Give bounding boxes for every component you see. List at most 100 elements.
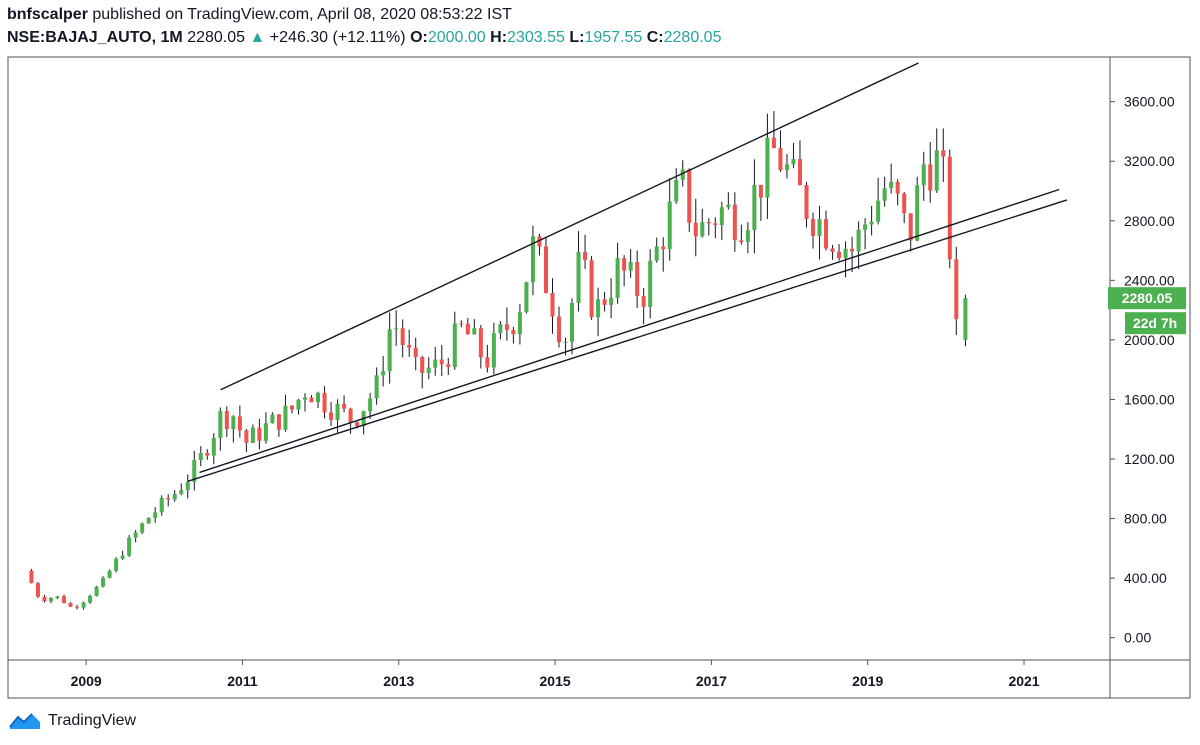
candle-up (876, 200, 881, 222)
candle-up (889, 181, 894, 189)
candle-down (446, 364, 451, 368)
x-tick-label: 2019 (852, 673, 883, 689)
candle-down (244, 430, 249, 443)
footer-brand: TradingView (8, 711, 136, 731)
candle-up (55, 596, 60, 598)
candle-down (556, 316, 562, 343)
candle-down (693, 222, 698, 237)
candle-up (120, 555, 125, 559)
candle-up (752, 184, 757, 231)
candle-up (674, 179, 679, 202)
x-tick-label: 2009 (71, 673, 102, 689)
close-label: C: (646, 29, 664, 46)
candle-down (661, 246, 666, 250)
candle-up (211, 438, 216, 456)
low-value: 1957.55 (584, 29, 643, 46)
candle-up (791, 159, 796, 165)
low-label: L: (569, 29, 585, 46)
candle-up (335, 403, 340, 420)
candle-down (687, 169, 692, 223)
y-tick-label: 2800.00 (1124, 213, 1175, 229)
candle-up (563, 341, 568, 343)
candle-up (745, 230, 750, 243)
y-tick-label: 2400.00 (1124, 272, 1175, 288)
open-value: 2000.00 (427, 29, 486, 46)
candle-up (498, 324, 503, 334)
candle-up (250, 427, 255, 443)
candle-down (289, 405, 294, 410)
candle-up (107, 570, 112, 578)
lower-channel-line-2[interactable] (187, 199, 1068, 483)
candle-up (726, 204, 731, 208)
candle-down (400, 328, 405, 346)
candle-down (276, 414, 281, 430)
candle-up (172, 494, 177, 500)
candle-up (381, 371, 386, 376)
candle-up (530, 236, 535, 283)
candle-down (583, 252, 588, 261)
x-tick-label: 2015 (540, 673, 571, 689)
lower-channel-line-1[interactable] (199, 188, 1060, 474)
candle-up (452, 323, 457, 368)
candle-down (908, 213, 913, 241)
candle-up (615, 258, 620, 298)
candle-up (817, 219, 822, 236)
candle-up (576, 252, 581, 303)
candle-up (185, 481, 190, 491)
candle-down (589, 260, 594, 318)
author-name[interactable]: bnfscalper (7, 6, 88, 23)
candle-down (635, 262, 640, 297)
candle-up (491, 333, 496, 368)
ohlc-legend: NSE:BAJAJ_AUTO, 1M 2280.05 ▲ +246.30 (+1… (7, 29, 721, 47)
up-arrow-icon: ▲ (249, 29, 266, 46)
candle-up (368, 398, 373, 412)
x-tick-label: 2011 (227, 673, 258, 689)
candle-down (641, 296, 646, 307)
candle-up (94, 586, 99, 596)
y-tick-label: 0.00 (1124, 630, 1151, 646)
symbol-label[interactable]: NSE:BAJAJ_AUTO, 1M (7, 29, 183, 46)
candle-up (231, 416, 236, 430)
candle-down (537, 236, 542, 247)
candle-up (114, 558, 119, 571)
tradingview-brand-text[interactable]: TradingView (48, 712, 137, 729)
candle-up (302, 397, 308, 400)
candle-up (81, 602, 86, 608)
candle-up (654, 246, 659, 261)
price-badge (1108, 287, 1186, 310)
x-tick-label: 2013 (383, 673, 414, 689)
candle-down (348, 408, 353, 423)
candle-up (374, 375, 379, 399)
candle-up (472, 328, 477, 335)
candle-down (797, 159, 803, 186)
candle-up (315, 392, 321, 403)
candle-down (35, 583, 40, 597)
chart-frame (7, 56, 1191, 699)
candle-up (153, 512, 158, 518)
upper-channel-line[interactable] (220, 62, 919, 391)
candle-down (928, 164, 933, 191)
candle-down (42, 596, 47, 602)
candle-down (29, 570, 34, 584)
y-tick-label: 1600.00 (1124, 391, 1175, 407)
candle-down (329, 412, 334, 420)
candle-down (941, 150, 946, 157)
candle-down (413, 347, 418, 358)
candle-up (88, 595, 93, 603)
candle-up (48, 597, 54, 602)
candle-up (882, 188, 887, 201)
candle-up (517, 312, 522, 335)
candle-down (166, 497, 171, 500)
y-tick-label: 3200.00 (1124, 153, 1175, 169)
candle-up (628, 262, 633, 271)
open-label: O: (410, 29, 428, 46)
candle-up (570, 302, 575, 342)
candle-down (850, 248, 855, 252)
candle-up (921, 164, 926, 186)
candle-down (485, 357, 490, 368)
candle-up (524, 282, 529, 313)
candle-up (863, 224, 868, 230)
candle-up (680, 169, 685, 180)
candle-down (75, 606, 80, 608)
